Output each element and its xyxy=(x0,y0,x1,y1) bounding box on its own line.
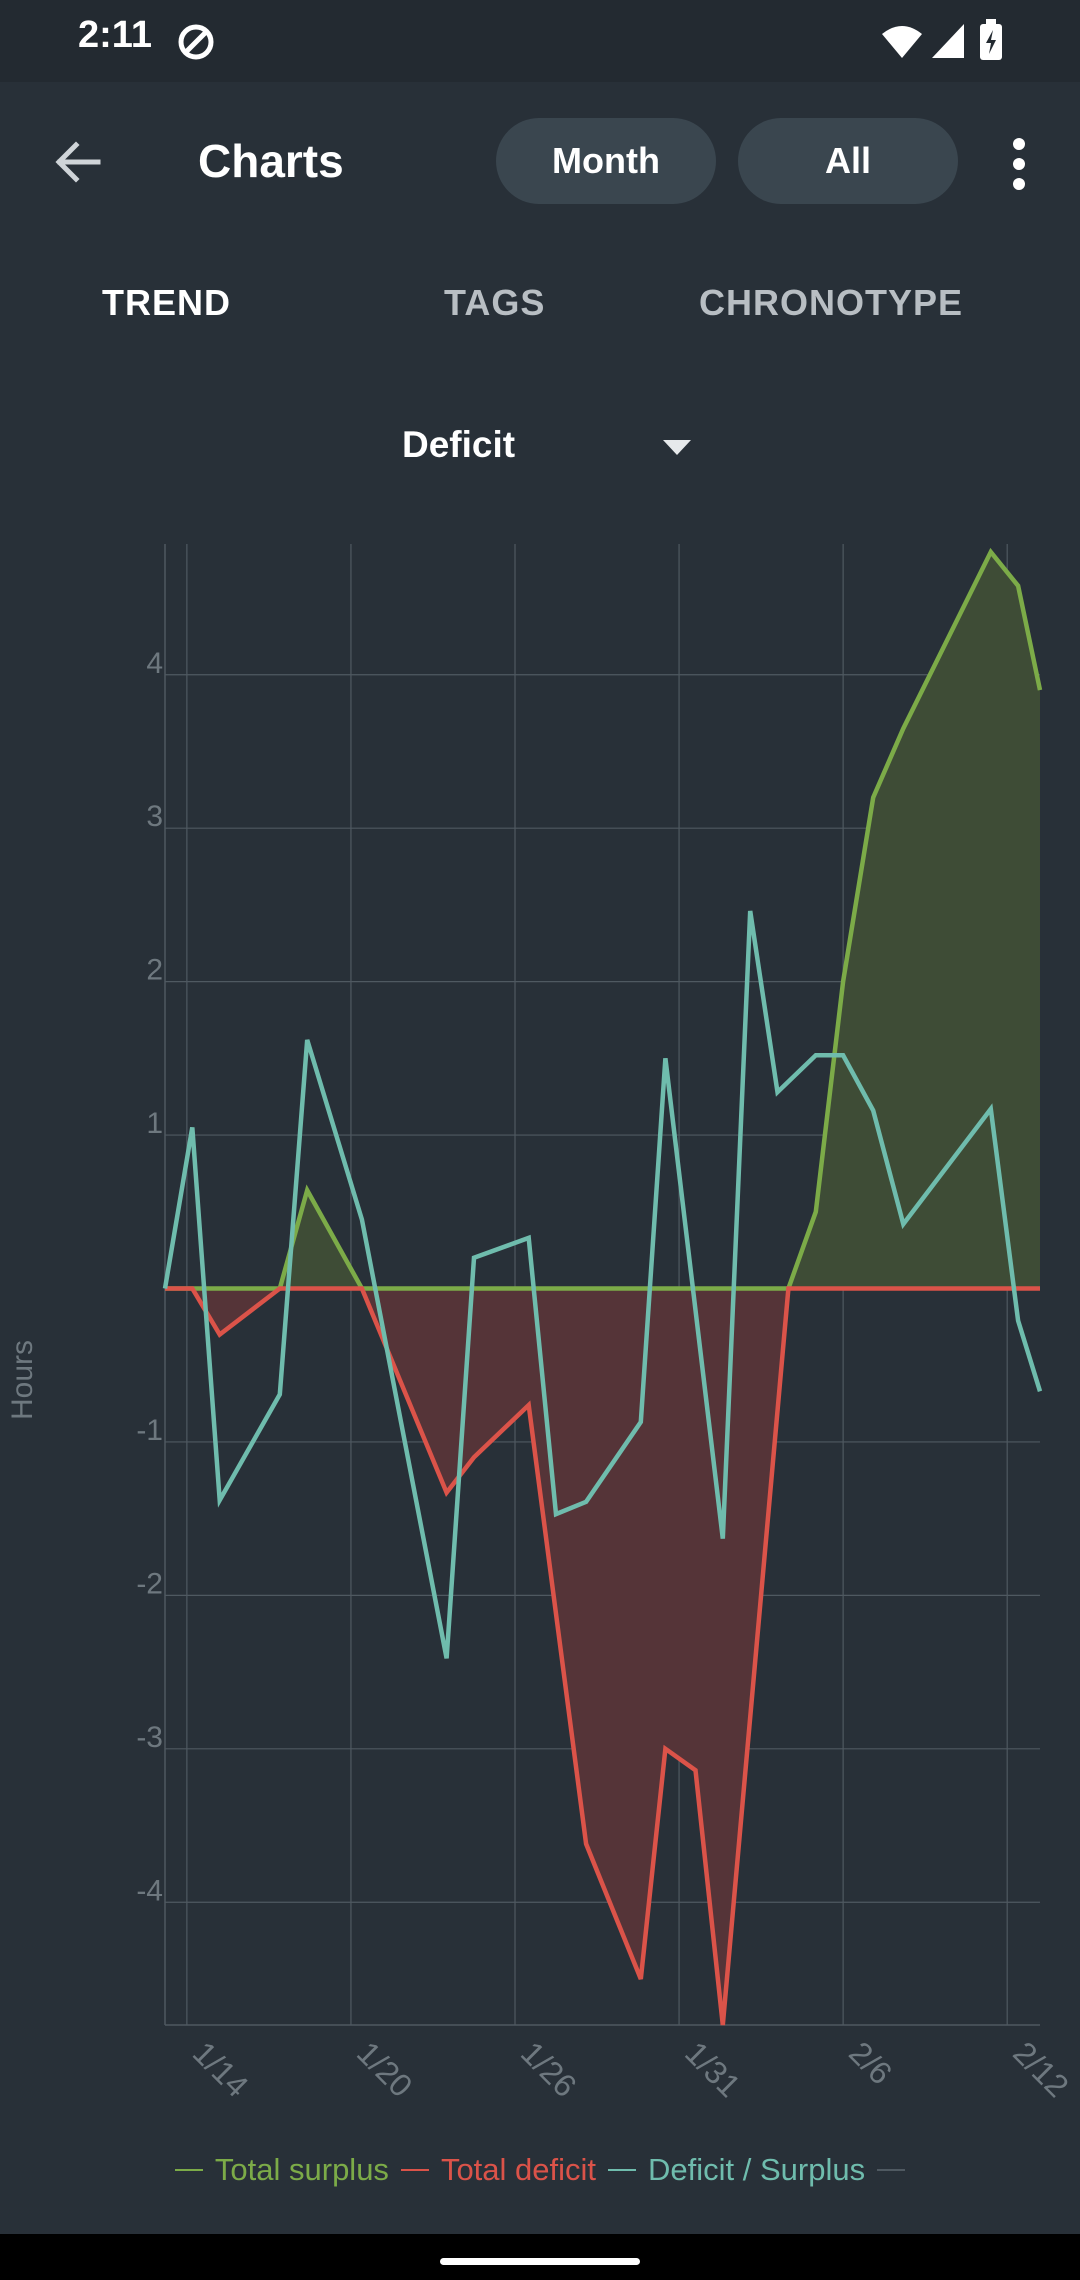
legend-marker-end xyxy=(877,2169,906,2171)
status-bar: 2:11 xyxy=(0,0,1080,82)
x-tick-label: 1/31 xyxy=(678,2034,747,2103)
legend-net: Deficit / Surplus xyxy=(648,2152,866,2187)
y-tick-label: 3 xyxy=(146,800,163,833)
app-bar: Charts Month All xyxy=(0,82,1080,242)
more-options-icon[interactable] xyxy=(1002,134,1036,194)
series-line-deficit xyxy=(165,1286,1040,2026)
metric-dropdown[interactable]: Deficit xyxy=(380,410,720,486)
y-tick-label: -4 xyxy=(136,1874,163,1907)
chart-legend: Total surplus Total deficit Deficit / Su… xyxy=(0,2145,1080,2195)
tab-bar: TREND TAGS CHRONOTYPE xyxy=(0,262,1080,352)
status-time: 2:11 xyxy=(78,14,152,56)
y-axis-ticks: 4 3 2 1 -1 -2 -3 -4 xyxy=(136,647,163,1908)
home-gesture-handle[interactable] xyxy=(440,2258,640,2265)
wifi-icon xyxy=(882,26,922,58)
dropdown-selected-value: Deficit xyxy=(402,424,516,465)
x-tick-label: 1/26 xyxy=(514,2034,583,2103)
tab-tags[interactable]: TAGS xyxy=(444,282,546,323)
signal-icon xyxy=(932,24,964,58)
chart-fills xyxy=(165,552,1040,2025)
page-title: Charts xyxy=(198,135,344,187)
y-tick-label: -3 xyxy=(136,1721,163,1754)
series-area-surplus xyxy=(165,552,1040,1289)
x-axis-ticks: 1/14 1/20 1/26 1/31 2/6 2/12 xyxy=(186,2034,1076,2103)
battery-charging-icon xyxy=(980,19,1002,60)
all-filter-chip[interactable]: All xyxy=(738,118,958,204)
y-tick-label: 2 xyxy=(146,954,163,987)
legend-marker-deficit xyxy=(400,2169,429,2171)
x-tick-label: 1/20 xyxy=(350,2034,419,2103)
legend-surplus: Total surplus xyxy=(214,2152,389,2187)
at-sign-icon xyxy=(178,24,214,60)
back-arrow-icon[interactable] xyxy=(48,132,108,192)
trend-chart: 4 3 2 1 -1 -2 -3 -4 1/14 1/20 1/26 1/31 2/6 2/12 Hou… xyxy=(6,544,1076,2104)
chart-lines xyxy=(162,547,1043,2026)
tab-trend[interactable]: TREND xyxy=(102,282,231,323)
series-area-deficit xyxy=(165,1288,1040,2025)
system-nav-bar xyxy=(0,2234,1080,2280)
x-tick-label: 1/14 xyxy=(186,2034,255,2103)
series-line-net xyxy=(162,910,1043,1659)
legend-deficit: Total deficit xyxy=(440,2152,597,2187)
y-tick-label: 1 xyxy=(146,1107,163,1140)
y-tick-label: -1 xyxy=(136,1414,163,1447)
month-filter-chip[interactable]: Month xyxy=(496,118,716,204)
tab-chronotype[interactable]: CHRONOTYPE xyxy=(699,282,964,323)
y-axis-label: Hours xyxy=(6,1340,39,1420)
dropdown-arrow-icon xyxy=(663,440,691,455)
legend-marker-net xyxy=(608,2169,637,2171)
y-tick-label: 4 xyxy=(146,647,163,680)
series-line-surplus xyxy=(165,547,1043,1291)
x-tick-label: 2/12 xyxy=(1006,2034,1075,2103)
x-tick-label: 2/6 xyxy=(842,2034,899,2091)
y-tick-label: -2 xyxy=(136,1567,163,1600)
legend-marker-surplus xyxy=(174,2169,203,2171)
